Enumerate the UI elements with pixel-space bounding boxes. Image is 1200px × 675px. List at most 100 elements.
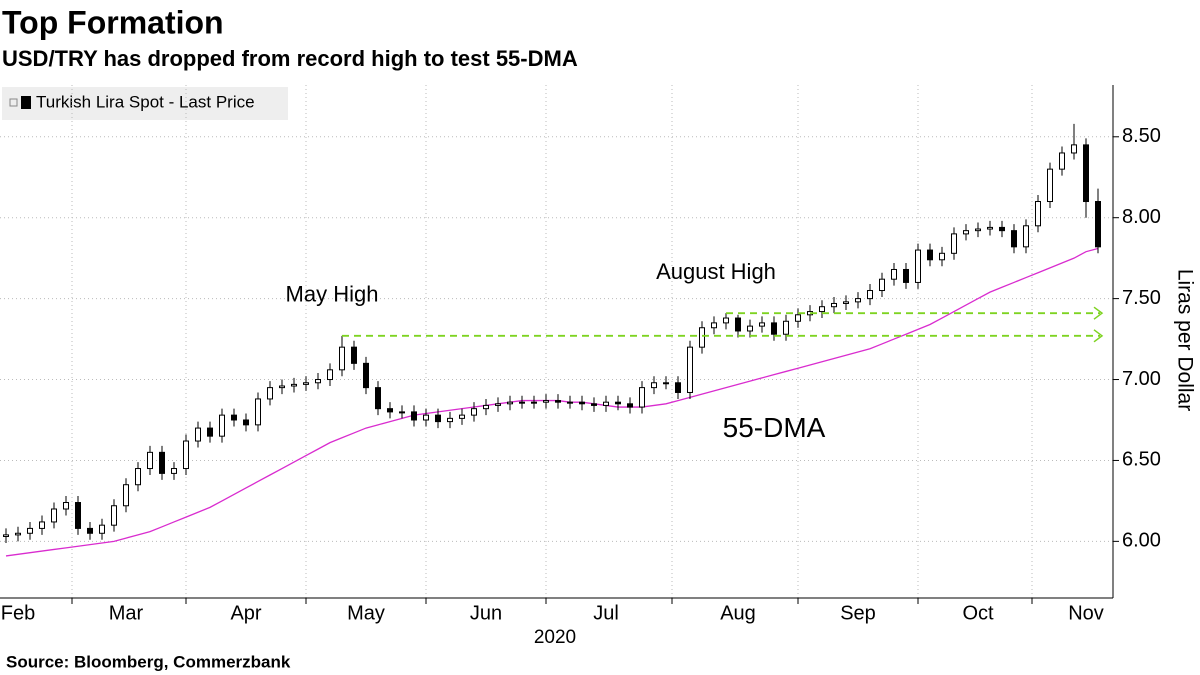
x-year-label: 2020 xyxy=(534,627,576,648)
candle-body xyxy=(639,387,645,408)
candle-body xyxy=(711,322,717,329)
x-tick-label: Jun xyxy=(470,602,502,624)
candle-body xyxy=(939,252,945,261)
candle-body xyxy=(999,226,1005,232)
dma-label: 55-DMA xyxy=(723,412,826,443)
legend-icon xyxy=(9,98,18,107)
y-tick-label: 8.00 xyxy=(1122,206,1161,228)
candle-body xyxy=(975,228,981,232)
annotation-label: August High xyxy=(656,259,776,284)
annotation-label: May High xyxy=(286,282,379,307)
candle-body xyxy=(759,322,765,327)
candle-body xyxy=(87,527,93,534)
candle-body xyxy=(507,401,513,405)
candle-body xyxy=(603,401,609,406)
candle-body xyxy=(615,401,621,405)
candle-body xyxy=(519,401,525,404)
candle-body xyxy=(375,387,381,410)
candle-body xyxy=(531,401,537,404)
dma-line xyxy=(5,247,1099,557)
candle-body xyxy=(303,382,309,385)
legend-box xyxy=(2,87,288,120)
candle-body xyxy=(891,268,897,280)
candle-body xyxy=(987,226,993,230)
candle-body xyxy=(1011,230,1017,248)
x-tick-label: Nov xyxy=(1068,602,1104,624)
y-tick-label: 8.50 xyxy=(1122,125,1161,147)
candle-body xyxy=(879,278,885,292)
candle-body xyxy=(831,302,837,308)
candle-body xyxy=(723,317,729,324)
candle-body xyxy=(123,484,129,507)
candle-body xyxy=(963,230,969,235)
candle-body xyxy=(495,403,501,406)
candle-body xyxy=(159,451,165,474)
candle-body xyxy=(435,414,441,423)
candle-body xyxy=(951,233,957,254)
candle-body xyxy=(75,502,81,529)
candle-body xyxy=(171,468,177,474)
candle-body xyxy=(411,411,417,421)
candle-body xyxy=(735,317,741,332)
candle-body xyxy=(447,417,453,423)
candle-body xyxy=(63,502,69,510)
candle-body xyxy=(3,534,9,538)
candle-body xyxy=(843,301,849,304)
candle-body xyxy=(915,249,921,283)
candle-body xyxy=(663,382,669,385)
candle-body xyxy=(747,325,753,332)
candle-body xyxy=(51,508,57,523)
x-tick-label: Feb xyxy=(1,602,35,624)
candle-body xyxy=(315,379,321,384)
candle-body xyxy=(687,346,693,393)
candle-body xyxy=(351,346,357,364)
x-tick-label: Jul xyxy=(593,602,619,624)
candle-body xyxy=(1083,144,1089,203)
candle-body xyxy=(459,414,465,419)
candle-body xyxy=(267,387,273,400)
candle-body xyxy=(207,427,213,437)
candle-body xyxy=(555,400,561,403)
candle-body xyxy=(99,524,105,534)
candle-body xyxy=(111,505,117,526)
candle-body xyxy=(27,527,33,534)
y-tick-label: 7.50 xyxy=(1122,287,1161,309)
x-tick-label: Oct xyxy=(962,602,994,624)
candle-body xyxy=(423,414,429,421)
candle-body xyxy=(15,532,21,536)
candle-body xyxy=(675,382,681,393)
candle-body xyxy=(135,468,141,486)
candle-body xyxy=(819,306,825,313)
y-tick-label: 6.00 xyxy=(1122,530,1161,552)
candle-body xyxy=(699,327,705,348)
candle-body xyxy=(795,314,801,322)
y-axis-label: Liras per Dollar xyxy=(1173,269,1196,411)
candle-body xyxy=(387,408,393,413)
candle-body xyxy=(927,249,933,261)
y-tick-label: 7.00 xyxy=(1122,368,1161,390)
candle-body xyxy=(1071,144,1077,154)
chart-title: Top Formation xyxy=(2,4,224,40)
x-tick-label: May xyxy=(347,602,385,624)
candle-body xyxy=(627,403,633,408)
candle-body xyxy=(339,346,345,371)
candle-body xyxy=(255,398,261,426)
candle-body xyxy=(903,268,909,283)
candle-body xyxy=(147,451,153,470)
y-tick-label: 6.50 xyxy=(1122,449,1161,471)
candle-body xyxy=(279,385,285,389)
candle-body xyxy=(327,369,333,381)
candle-body xyxy=(243,419,249,426)
candle-body xyxy=(39,521,45,529)
candle-body xyxy=(1035,201,1041,227)
candle-body xyxy=(363,362,369,389)
candle-body xyxy=(1047,168,1053,203)
x-tick-label: Sep xyxy=(840,602,876,624)
x-tick-label: Mar xyxy=(109,602,144,624)
level-arrow xyxy=(1093,329,1104,343)
candle-body xyxy=(771,322,777,335)
candle-body xyxy=(291,383,297,387)
candle-body xyxy=(1095,201,1101,248)
candle-body xyxy=(543,400,549,403)
candle-body xyxy=(1023,225,1029,248)
